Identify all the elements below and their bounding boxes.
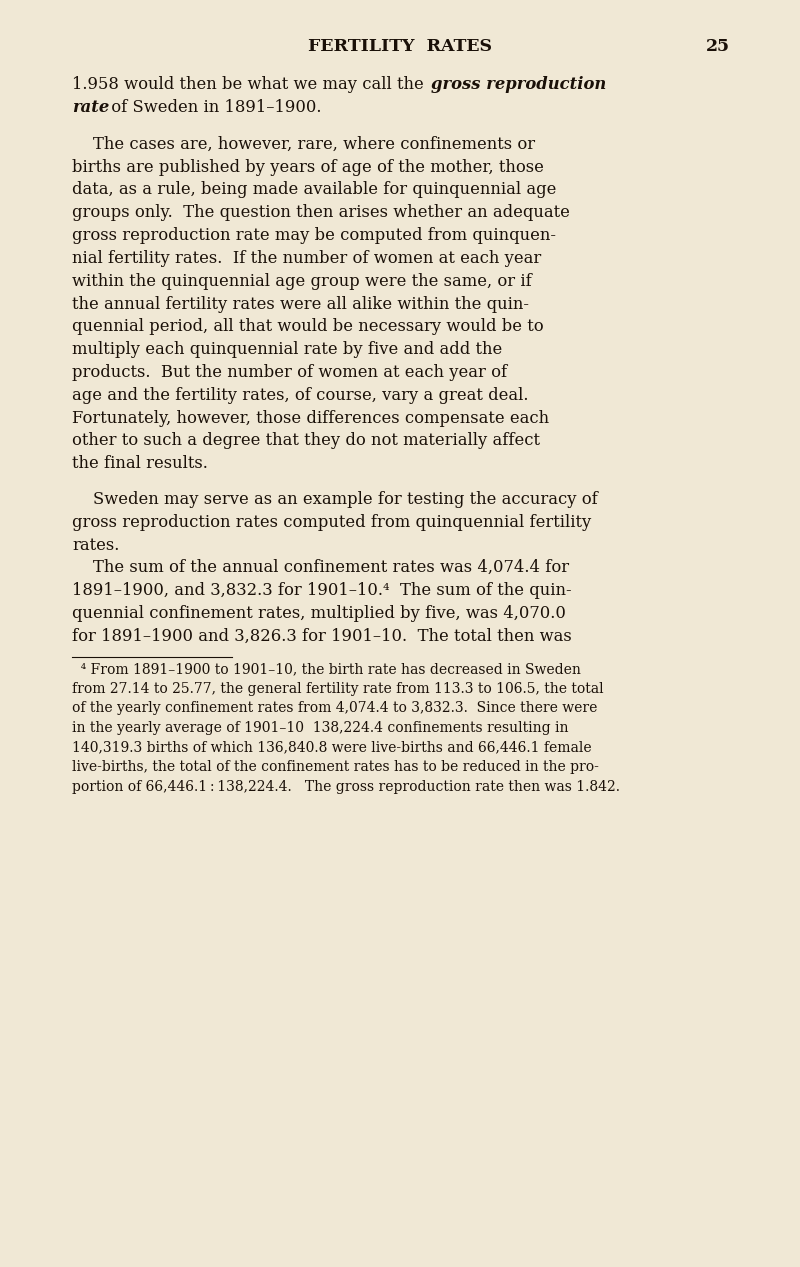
Text: gross reproduction rates computed from quinquennial fertility: gross reproduction rates computed from q… — [72, 513, 591, 531]
Text: 25: 25 — [706, 38, 730, 54]
Text: The sum of the annual confinement rates was 4,074.4 for: The sum of the annual confinement rates … — [72, 559, 569, 576]
Text: Sweden may serve as an example for testing the accuracy of: Sweden may serve as an example for testi… — [72, 490, 598, 508]
Text: multiply each quinquennial rate by five and add the: multiply each quinquennial rate by five … — [72, 341, 502, 359]
Text: the final results.: the final results. — [72, 455, 208, 473]
Text: for 1891–1900 and 3,826.3 for 1901–10.  The total then was: for 1891–1900 and 3,826.3 for 1901–10. T… — [72, 627, 572, 645]
Text: from 27.14 to 25.77, the general fertility rate from 113.3 to 106.5, the total: from 27.14 to 25.77, the general fertili… — [72, 682, 604, 696]
Text: 1891–1900, and 3,832.3 for 1901–10.⁴  The sum of the quin-: 1891–1900, and 3,832.3 for 1901–10.⁴ The… — [72, 582, 572, 599]
Text: the annual fertility rates were all alike within the quin-: the annual fertility rates were all alik… — [72, 295, 529, 313]
Text: age and the fertility rates, of course, vary a great deal.: age and the fertility rates, of course, … — [72, 386, 529, 404]
Text: of the yearly confinement rates from 4,074.4 to 3,832.3.  Since there were: of the yearly confinement rates from 4,0… — [72, 702, 598, 716]
Text: nial fertility rates.  If the number of women at each year: nial fertility rates. If the number of w… — [72, 250, 542, 267]
Text: 140,319.3 births of which 136,840.8 were live-births and 66,446.1 female: 140,319.3 births of which 136,840.8 were… — [72, 741, 592, 755]
Text: products.  But the number of women at each year of: products. But the number of women at eac… — [72, 364, 507, 381]
Text: quennial confinement rates, multiplied by five, was 4,070.0: quennial confinement rates, multiplied b… — [72, 604, 566, 622]
Text: quennial period, all that would be necessary would be to: quennial period, all that would be neces… — [72, 318, 544, 336]
Text: live-births, the total of the confinement rates has to be reduced in the pro-: live-births, the total of the confinemen… — [72, 760, 599, 774]
Text: in the yearly average of 1901–10  138,224.4 confinements resulting in: in the yearly average of 1901–10 138,224… — [72, 721, 569, 735]
Text: rates.: rates. — [72, 536, 119, 554]
Text: FERTILITY  RATES: FERTILITY RATES — [308, 38, 492, 54]
Text: data, as a rule, being made available for quinquennial age: data, as a rule, being made available fo… — [72, 181, 556, 199]
Text: within the quinquennial age group were the same, or if: within the quinquennial age group were t… — [72, 272, 532, 290]
Text: Fortunately, however, those differences compensate each: Fortunately, however, those differences … — [72, 409, 549, 427]
Text: 1.958 would then be what we may call the: 1.958 would then be what we may call the — [72, 76, 429, 92]
Text: groups only.  The question then arises whether an adequate: groups only. The question then arises wh… — [72, 204, 570, 222]
Text: gross reproduction: gross reproduction — [431, 76, 606, 92]
Text: gross reproduction rate may be computed from quinquen-: gross reproduction rate may be computed … — [72, 227, 556, 245]
Text: The cases are, however, rare, where confinements or: The cases are, however, rare, where conf… — [72, 136, 535, 153]
Text: ⁴ From 1891–1900 to 1901–10, the birth rate has decreased in Sweden: ⁴ From 1891–1900 to 1901–10, the birth r… — [72, 663, 581, 677]
Text: births are published by years of age of the mother, those: births are published by years of age of … — [72, 158, 544, 176]
Text: of Sweden in 1891–1900.: of Sweden in 1891–1900. — [106, 99, 322, 115]
Text: other to such a degree that they do not materially affect: other to such a degree that they do not … — [72, 432, 540, 450]
Text: portion of 66,446.1 : 138,224.4.   The gross reproduction rate then was 1.842.: portion of 66,446.1 : 138,224.4. The gro… — [72, 779, 620, 794]
Text: rate: rate — [72, 99, 110, 115]
